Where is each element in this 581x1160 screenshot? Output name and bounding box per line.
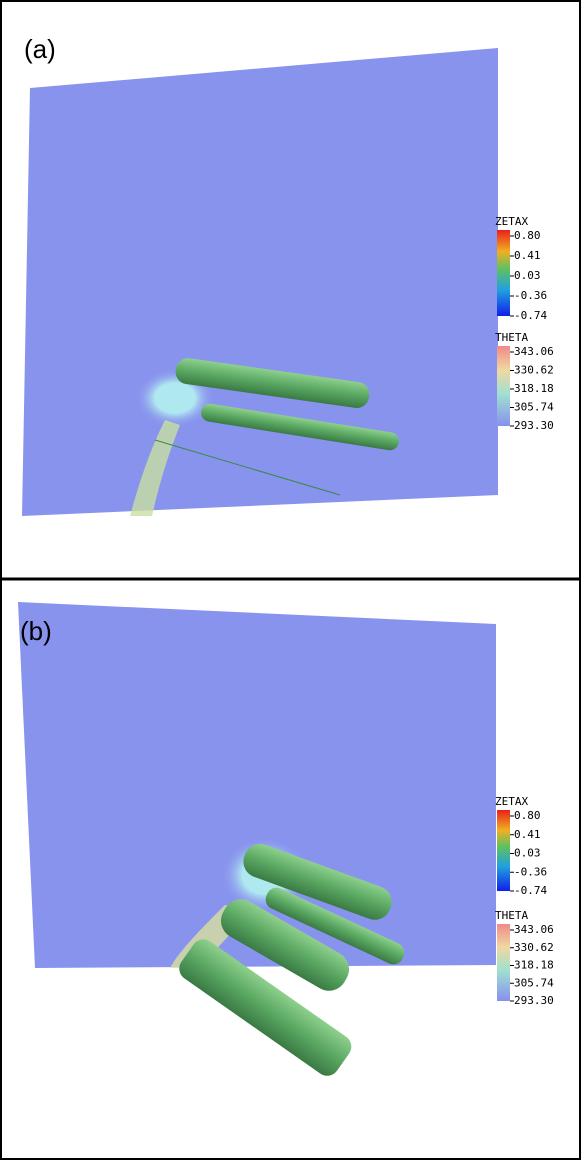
colorbar-tick-label: 318.18 (514, 959, 554, 972)
colorbar (497, 924, 510, 1001)
colorbar-tick-label: -0.74 (514, 309, 547, 322)
colorbar-tick-label: 343.06 (514, 345, 554, 358)
colorbar-tick-label: 293.30 (514, 419, 554, 432)
colorbar-tick-label: 293.30 (514, 994, 554, 1007)
colorbar (497, 346, 510, 426)
colorbar-title: ZETAX (495, 795, 528, 808)
panel-label: (b) (20, 616, 52, 646)
panel-b-scene (18, 602, 496, 1081)
colorbar-title: THETA (495, 331, 528, 344)
colorbar-tick-label: 305.74 (514, 976, 554, 989)
colorbar-tick-label: 343.06 (514, 923, 554, 936)
colorbar-title: THETA (495, 909, 528, 922)
colorbar-tick-label: 0.41 (514, 828, 541, 841)
figure: (a)ZETAX0.800.410.03-0.36-0.74THETA343.0… (0, 0, 581, 1160)
colorbar-tick-label: 0.80 (514, 229, 541, 242)
colorbar-tick-label: -0.36 (514, 865, 547, 878)
colorbar-tick-label: 0.41 (514, 249, 541, 262)
panel-label: (a) (24, 34, 56, 64)
colorbar (497, 230, 510, 316)
colorbar-title: ZETAX (495, 215, 528, 228)
colorbar-tick-label: 0.03 (514, 847, 541, 860)
colorbar-tick-label: -0.74 (514, 884, 547, 897)
colorbar-tick-label: 305.74 (514, 401, 554, 414)
panel-a-scene (22, 48, 498, 516)
colorbar (497, 810, 510, 891)
colorbar-tick-label: 330.62 (514, 941, 554, 954)
colorbar-tick-label: 0.80 (514, 809, 541, 822)
colorbar-tick-label: 318.18 (514, 382, 554, 395)
colorbar-tick-label: 0.03 (514, 269, 541, 282)
colorbar-tick-label: 330.62 (514, 364, 554, 377)
colorbar-tick-label: -0.36 (514, 289, 547, 302)
